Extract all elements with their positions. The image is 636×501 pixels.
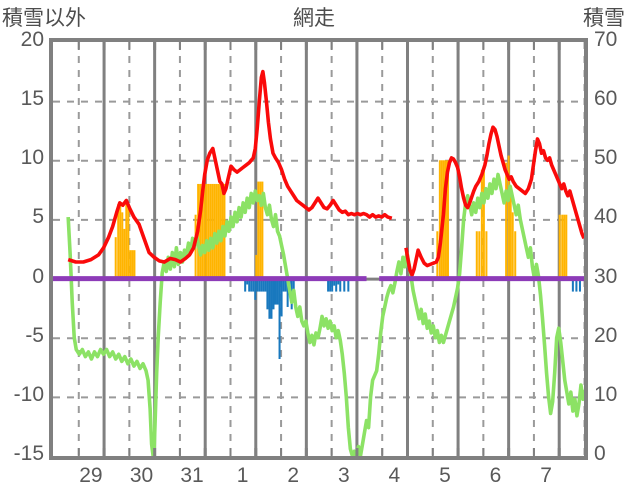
y-tick-right-50: 50 xyxy=(594,146,618,170)
x-tick-30: 30 xyxy=(129,464,154,487)
chart-canvas xyxy=(53,42,584,456)
x-tick-1: 1 xyxy=(236,464,249,487)
y-tick-left-5: 5 xyxy=(32,205,44,229)
y-tick-right-0: 0 xyxy=(594,442,606,465)
y-tick-left-15: 15 xyxy=(20,87,44,111)
x-tick-3: 3 xyxy=(337,464,350,487)
x-tick-2: 2 xyxy=(287,464,300,487)
x-tick-6: 6 xyxy=(489,464,502,487)
plot-area xyxy=(49,38,588,460)
y-tick-left-20: 20 xyxy=(20,28,44,51)
series-line-気温 xyxy=(67,69,584,277)
x-tick-31: 31 xyxy=(180,464,204,487)
y-tick-right-40: 40 xyxy=(594,205,618,229)
y-tick-left--10: -10 xyxy=(13,382,44,406)
plot-inner xyxy=(53,42,584,456)
page-title: 網走 xyxy=(293,7,335,30)
x-tick-5: 5 xyxy=(439,464,451,487)
y-tick-right-10: 10 xyxy=(594,382,618,406)
gridlines xyxy=(53,42,584,456)
y-tick-right-20: 20 xyxy=(594,323,618,347)
x-tick-29: 29 xyxy=(79,464,103,487)
y-tick-left--5: -5 xyxy=(25,323,44,347)
x-tick-7: 7 xyxy=(540,464,552,487)
y-tick-right-60: 60 xyxy=(594,87,618,111)
y-tick-left-0: 0 xyxy=(32,264,44,288)
y-tick-right-70: 70 xyxy=(594,28,618,51)
y-tick-right-30: 30 xyxy=(594,264,618,288)
left-axis-title: 積雪以外 xyxy=(2,7,86,30)
x-tick-4: 4 xyxy=(388,464,401,487)
y-tick-left-10: 10 xyxy=(20,146,44,170)
series-line-露点温度 xyxy=(66,172,584,456)
y-tick-left--15: -15 xyxy=(13,442,44,465)
right-axis-title: 積雪 xyxy=(583,7,625,30)
